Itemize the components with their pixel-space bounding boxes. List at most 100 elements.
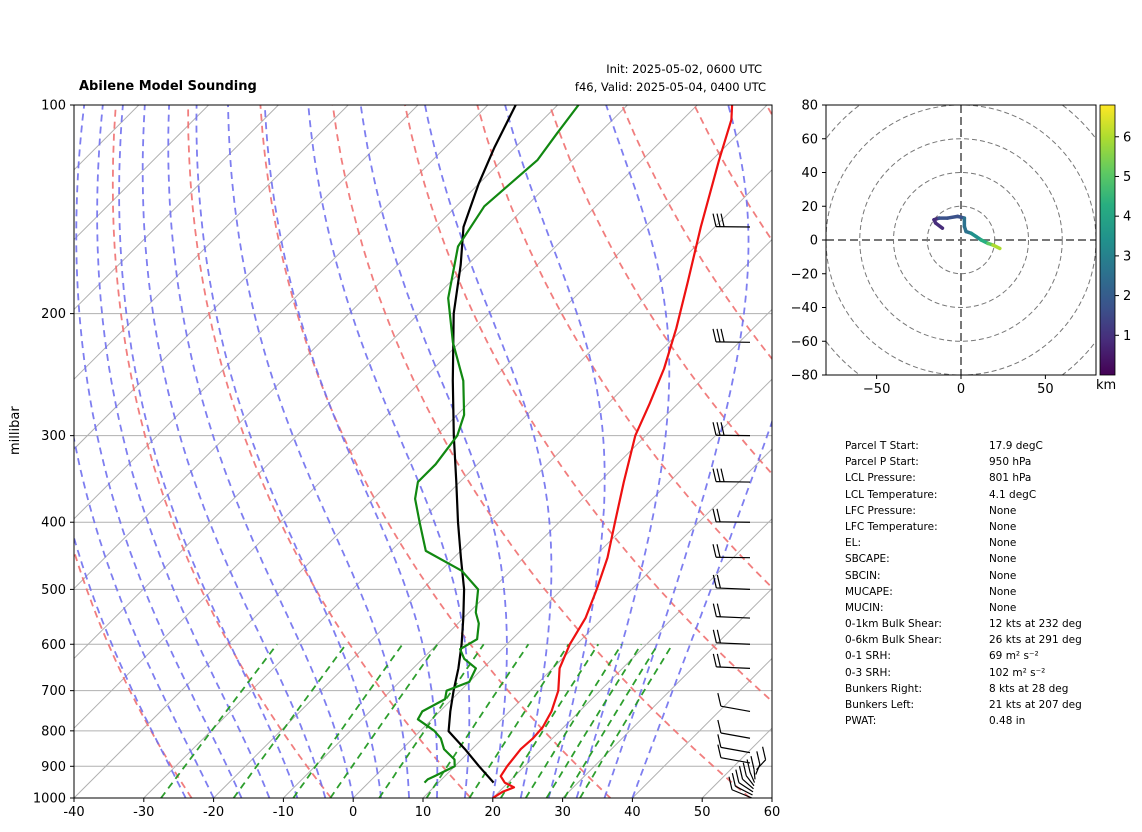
wind-barb-flag [716, 422, 721, 436]
moist-adiabat [227, 105, 410, 798]
mixing-ratio-line [378, 643, 485, 798]
stat-value: 12 kts at 232 deg [989, 618, 1082, 631]
stat-value: 801 hPa [989, 472, 1032, 485]
wind-barb-flag [735, 769, 740, 783]
wind-barb [742, 762, 755, 787]
stat-value: 69 m² s⁻² [989, 650, 1039, 663]
stat-label: Parcel T Start: [845, 440, 919, 452]
wind-barb [731, 773, 753, 796]
chart-title: Abilene Model Sounding [79, 79, 257, 94]
wind-barb-flag [712, 508, 717, 522]
dry-adiabat [476, 105, 772, 589]
moist-adiabat [74, 534, 187, 798]
isotherm [74, 105, 768, 798]
dry-adiabat [331, 105, 751, 798]
stat-label: Bunkers Left: [845, 699, 915, 711]
wind-barb-flag [717, 744, 722, 758]
dry-adiabat [259, 105, 612, 798]
wind-barb [738, 766, 754, 790]
stat-value: 4.1 degC [989, 488, 1037, 501]
stat-value: None [989, 520, 1017, 533]
isotherm [74, 105, 279, 311]
wind-barb-flag [716, 574, 721, 589]
wind-barb-flag [712, 422, 717, 436]
wind-barb [728, 776, 753, 799]
hodo-y-tick-label: 80 [801, 99, 818, 114]
hodo-y-tick-label: −60 [791, 335, 818, 350]
wind-barb [717, 734, 751, 754]
wind-barb [712, 603, 751, 619]
wind-barb-flag [720, 422, 725, 436]
hodo-y-tick-label: −40 [791, 301, 818, 316]
x-tick-label: -30 [133, 805, 154, 820]
wind-barb-staff [720, 705, 751, 713]
colorbar-tick-label: 2 [1123, 289, 1131, 304]
wind-barb-flag [720, 213, 725, 227]
wind-barb-staff [720, 746, 751, 754]
isotherm [422, 448, 772, 798]
y-tick-label: 900 [41, 760, 66, 775]
mixing-ratio-line [468, 643, 570, 798]
stat-label: LCL Pressure: [845, 472, 916, 485]
wind-barb-flag [712, 653, 717, 668]
x-tick-label: -10 [273, 805, 294, 820]
stat-value: None [989, 585, 1017, 598]
moist-adiabat [424, 105, 553, 798]
wind-barb [712, 328, 751, 343]
moist-adiabat [141, 105, 327, 798]
x-tick-label: 60 [764, 805, 781, 820]
wind-barb-staff [731, 789, 753, 799]
moist-adiabat [575, 105, 671, 798]
hodo-x-tick-label: 50 [1037, 382, 1054, 397]
stat-label: LFC Temperature: [845, 520, 938, 533]
stat-label: Bunkers Right: [845, 682, 922, 695]
stat-value: 8 kts at 28 deg [989, 682, 1069, 695]
wind-barb-staff [735, 785, 753, 796]
isotherm [74, 105, 558, 590]
wind-barb-flag [716, 603, 721, 617]
hodo-y-tick-label: 20 [801, 200, 818, 215]
stat-value: 21 kts at 207 deg [989, 699, 1082, 711]
moist-adiabat [167, 105, 355, 798]
mixing-ratio-line [160, 643, 278, 798]
wind-barb [717, 693, 751, 713]
isotherm [74, 105, 419, 450]
wind-barb-flag [712, 468, 717, 482]
moist-adiabat [603, 105, 750, 798]
wind-barb-flag [712, 213, 717, 227]
temperature-profile [492, 105, 734, 798]
stat-label: LCL Temperature: [845, 488, 938, 501]
wind-barb-flag [716, 328, 721, 343]
moist-adiabat [195, 105, 382, 798]
wind-barb-flag [746, 759, 751, 773]
x-tick-label: 10 [415, 805, 432, 820]
mixing-ratio-line [563, 643, 659, 798]
colorbar [1099, 104, 1116, 376]
colorbar-label: km [1096, 378, 1116, 393]
wind-barb [750, 756, 756, 780]
stat-value: None [989, 553, 1017, 566]
stat-value: None [989, 601, 1017, 614]
stat-label: 0-6km Bulk Shear: [845, 634, 942, 647]
wind-barb [712, 468, 751, 483]
stat-label: LFC Pressure: [845, 504, 916, 517]
wind-barb-flag [762, 746, 767, 760]
y-tick-label: 100 [41, 99, 66, 114]
wind-barb [712, 213, 751, 228]
wind-barb-flag [716, 468, 721, 482]
wind-barb-flag [738, 766, 744, 780]
wind-barb-flag [712, 603, 717, 617]
wind-barb-flag [712, 574, 717, 589]
wind-barb-flag [716, 508, 721, 522]
isotherm [562, 587, 772, 798]
stat-label: SBCAPE: [845, 553, 890, 566]
y-tick-label: 600 [41, 638, 66, 653]
isotherm [283, 308, 772, 798]
mixing-ratio-line [232, 643, 347, 798]
stat-label: 0-1km Bulk Shear: [845, 618, 942, 631]
dewpoint-profile [414, 105, 580, 784]
moist-adiabat [118, 105, 299, 798]
wind-barb-flag [712, 629, 717, 643]
isotherm [213, 238, 772, 798]
wind-barb [712, 422, 751, 437]
